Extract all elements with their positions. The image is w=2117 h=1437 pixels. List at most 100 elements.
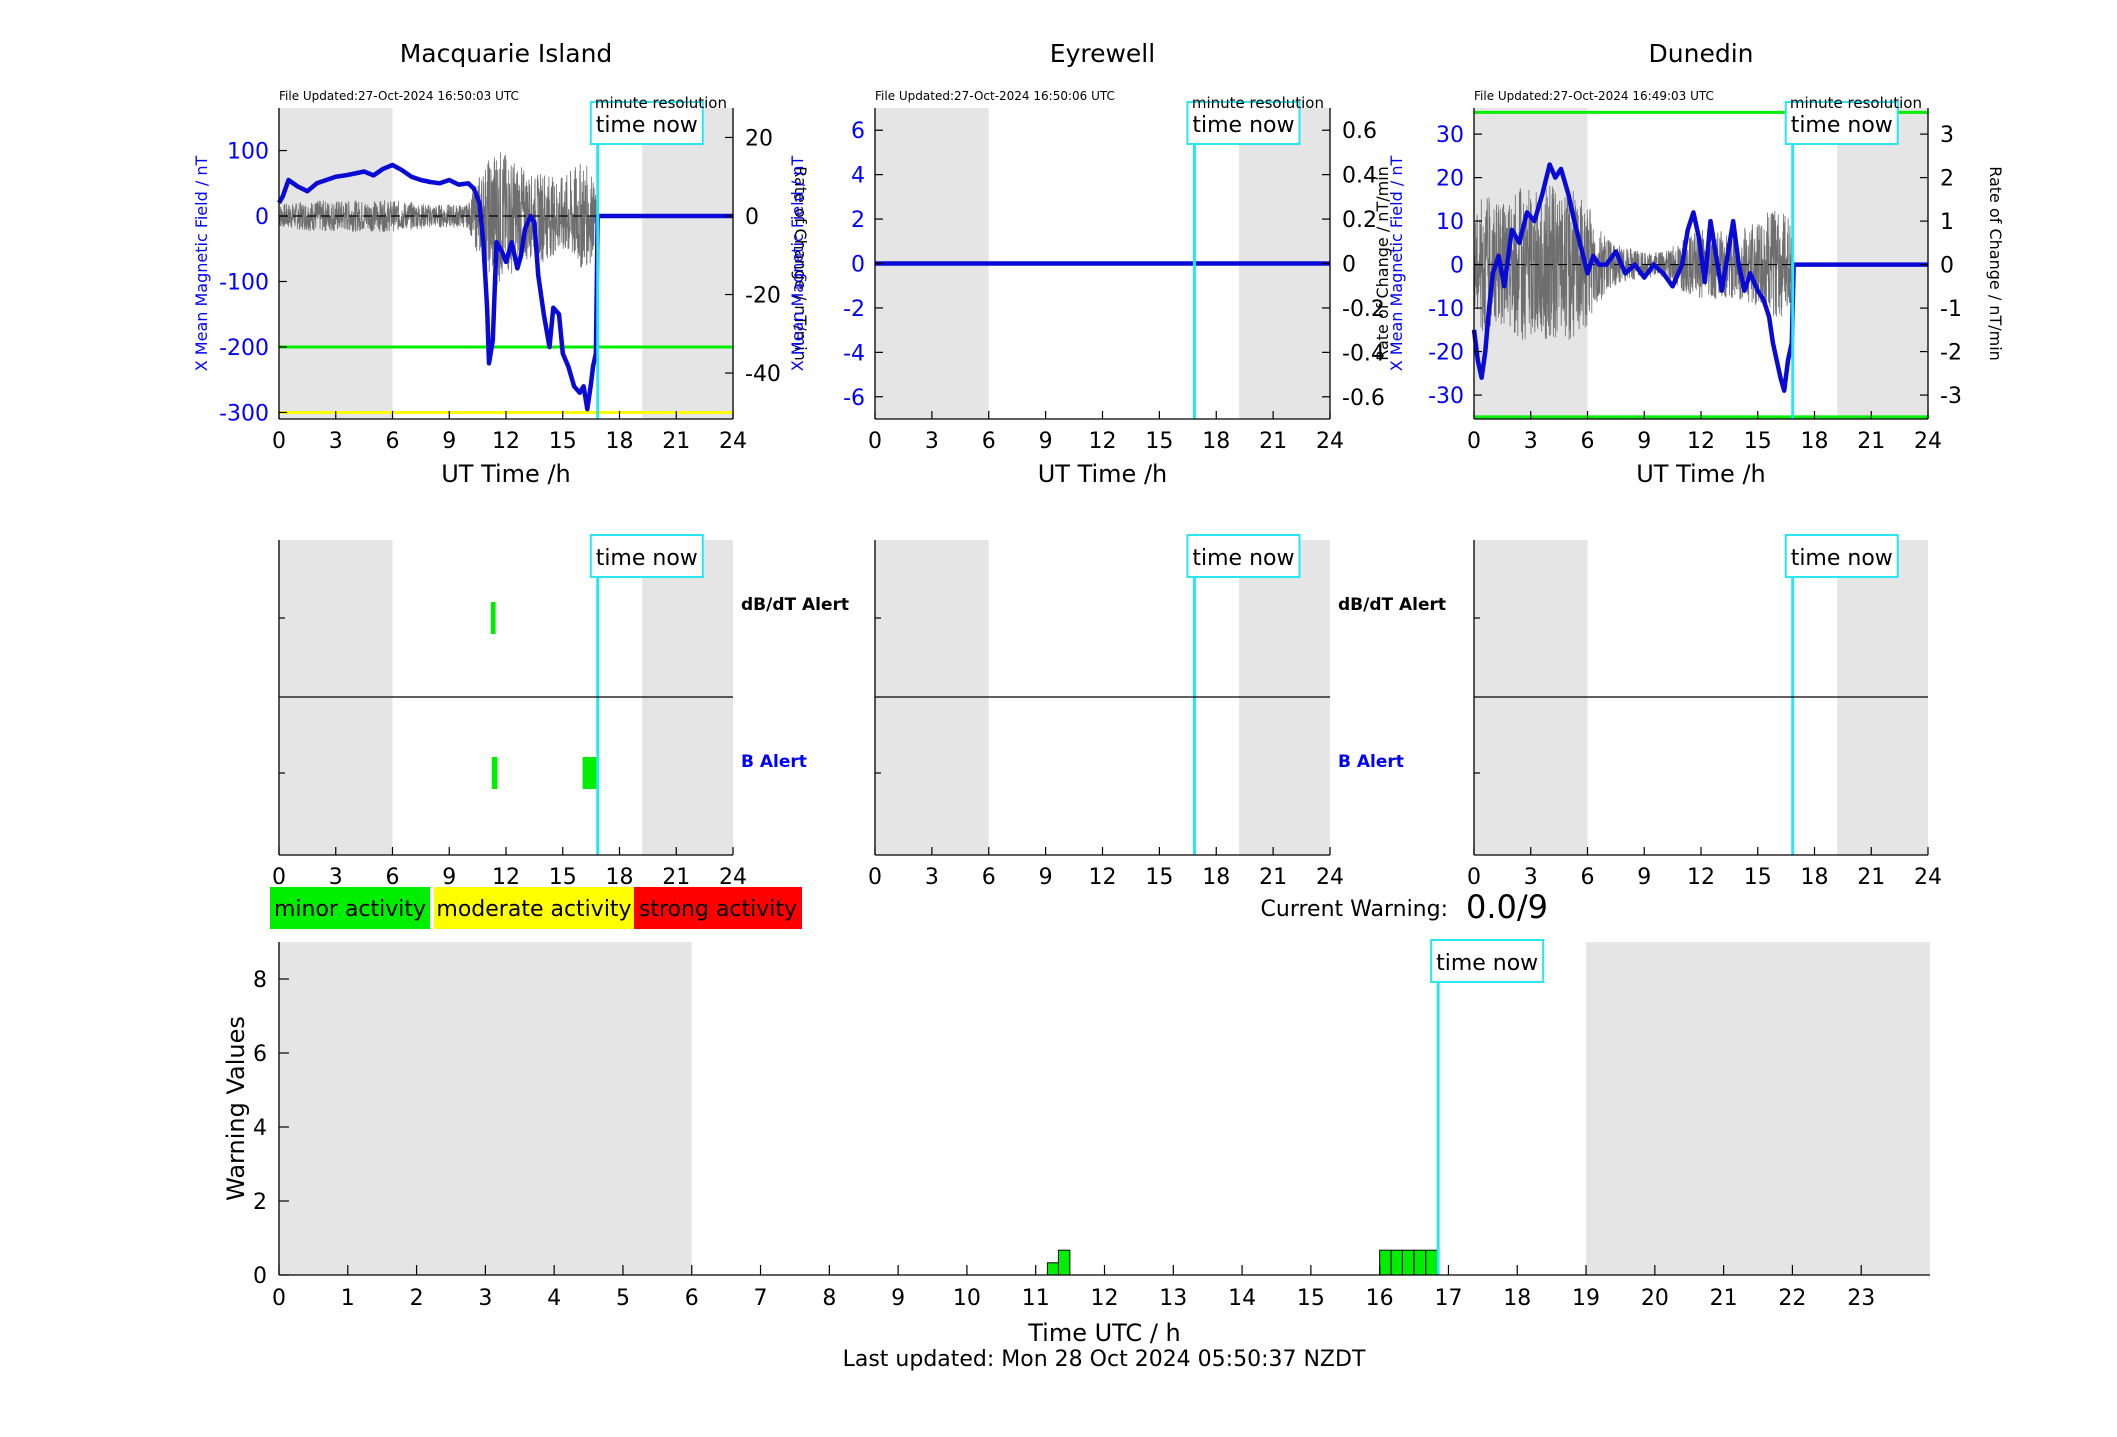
y-tick-label-left: -6	[843, 386, 865, 411]
x-tick-label: 1	[341, 1286, 355, 1311]
x-tick-label: 11	[1022, 1286, 1050, 1311]
x-tick-label: 12	[1089, 429, 1117, 454]
x-tick-label: 3	[329, 865, 343, 890]
field-series	[277, 162, 733, 412]
x-tick-label: 18	[1202, 429, 1230, 454]
x-tick-label: 9	[891, 1286, 905, 1311]
x-axis-label: Time UTC / h	[1027, 1319, 1181, 1347]
x-tick-label: 13	[1159, 1286, 1187, 1311]
y-tick-label-right: 2	[1940, 167, 1954, 192]
x-axis-label: UT Time /h	[1636, 460, 1766, 488]
y-tick-label-right: 3	[1940, 123, 1954, 148]
x-tick-label: 9	[1039, 865, 1053, 890]
legend-strong-activity-swatch	[634, 887, 802, 929]
time-now-label: time now	[1791, 546, 1893, 571]
x-tick-label: 3	[925, 429, 939, 454]
x-tick-label: 15	[549, 429, 577, 454]
y-tick-label-left: 4	[851, 164, 865, 189]
y-tick-label-right: -0.6	[1342, 386, 1385, 411]
x-tick-label: 6	[1581, 865, 1595, 890]
y-tick-label-left: -20	[1428, 341, 1464, 366]
current-warning-label: Current Warning:	[1261, 897, 1448, 922]
y-tick-label-right: -40	[745, 362, 781, 387]
y-axis-label-left: X Mean Magnetic Field / nT	[1387, 156, 1406, 372]
y-tick-label-right: 0	[1940, 254, 1954, 279]
dbdt-alert-label: dB/dT Alert	[741, 595, 849, 615]
y-tick-label-right: -0.4	[1342, 341, 1385, 366]
y-tick-label-left: 6	[851, 119, 865, 144]
time-now-box	[1186, 534, 1301, 578]
warning-bar	[1057, 1249, 1071, 1276]
x-tick-label: 21	[1710, 1286, 1738, 1311]
y-tick-label-right: -2	[1940, 341, 1962, 366]
x-tick-label: 21	[662, 865, 690, 890]
y-tick-label-left: 30	[1436, 123, 1464, 148]
x-tick-label: 12	[1687, 429, 1715, 454]
plot-layer	[277, 108, 1928, 1276]
file-updated-stamp: File Updated:27-Oct-2024 16:49:03 UTC	[1474, 89, 1714, 103]
y-tick-label: 8	[253, 968, 267, 993]
x-tick-label: 16	[1366, 1286, 1394, 1311]
x-tick-label: 23	[1847, 1286, 1875, 1311]
y-tick-label-right: -3	[1940, 384, 1962, 409]
x-tick-label: 21	[1259, 429, 1287, 454]
x-tick-label: 15	[549, 865, 577, 890]
x-tick-label: 15	[1145, 865, 1173, 890]
x-tick-label: 18	[606, 865, 634, 890]
y-tick-label-left: 2	[851, 208, 865, 233]
x-tick-label: 18	[606, 429, 634, 454]
x-tick-label: 0	[272, 1286, 286, 1311]
x-tick-label: 24	[719, 865, 747, 890]
x-tick-label: 15	[1744, 865, 1772, 890]
x-tick-label: 0	[272, 429, 286, 454]
time-now-label: time now	[1436, 951, 1538, 976]
y-axis-label-right: Rate of Change / nT/min	[1986, 166, 2005, 361]
x-axis-label: UT Time /h	[441, 460, 571, 488]
y-tick-label-left: -100	[219, 271, 269, 296]
x-tick-label: 0	[1467, 429, 1481, 454]
warning-bar	[1413, 1249, 1427, 1276]
time-now-box	[589, 101, 704, 145]
time-now-box	[1430, 939, 1545, 983]
x-tick-label: 10	[953, 1286, 981, 1311]
x-tick-label: 14	[1228, 1286, 1256, 1311]
x-tick-label: 22	[1778, 1286, 1806, 1311]
x-tick-label: 24	[1914, 865, 1942, 890]
dbdt-alert-bar	[490, 602, 496, 634]
x-tick-label: 21	[1259, 865, 1287, 890]
y-tick-label: 2	[253, 1190, 267, 1215]
x-tick-label: 20	[1641, 1286, 1669, 1311]
file-updated-stamp: File Updated:27-Oct-2024 16:50:06 UTC	[875, 89, 1115, 103]
b-alert-bar	[582, 757, 597, 789]
x-tick-label: 0	[868, 865, 882, 890]
x-tick-label: 0	[868, 429, 882, 454]
x-tick-label: 3	[925, 865, 939, 890]
x-tick-label: 15	[1145, 429, 1173, 454]
y-axis-label: Warning Values	[222, 1016, 250, 1201]
x-tick-label: 21	[1857, 865, 1885, 890]
legend-minor-activity-swatch	[270, 887, 430, 929]
x-tick-label: 3	[1524, 429, 1538, 454]
time-now-label: time now	[596, 113, 698, 138]
x-tick-label: 21	[662, 429, 690, 454]
night-shading	[642, 108, 733, 419]
x-tick-label: 9	[1039, 429, 1053, 454]
x-tick-label: 5	[616, 1286, 630, 1311]
y-axis-label-left: X Mean Magnetic Field / nT	[788, 156, 807, 372]
y-tick-label: 0	[253, 1264, 267, 1289]
time-now-label: time now	[1791, 113, 1893, 138]
minute-resolution-label: minute resolution	[1790, 94, 1922, 112]
y-tick-label-left: 0	[851, 253, 865, 278]
x-tick-label: 8	[822, 1286, 836, 1311]
legend-moderate-activity-label: moderate activity	[436, 897, 631, 922]
station-title: Dunedin	[1649, 39, 1754, 68]
x-tick-label: 24	[1316, 865, 1344, 890]
y-tick-label-left: -30	[1428, 384, 1464, 409]
rate-of-change-series	[1473, 185, 1794, 340]
station-title: Eyrewell	[1050, 39, 1155, 68]
field-series	[1471, 162, 1928, 393]
x-tick-label: 6	[1581, 429, 1595, 454]
time-now-box	[1784, 534, 1899, 578]
x-tick-label: 12	[1687, 865, 1715, 890]
